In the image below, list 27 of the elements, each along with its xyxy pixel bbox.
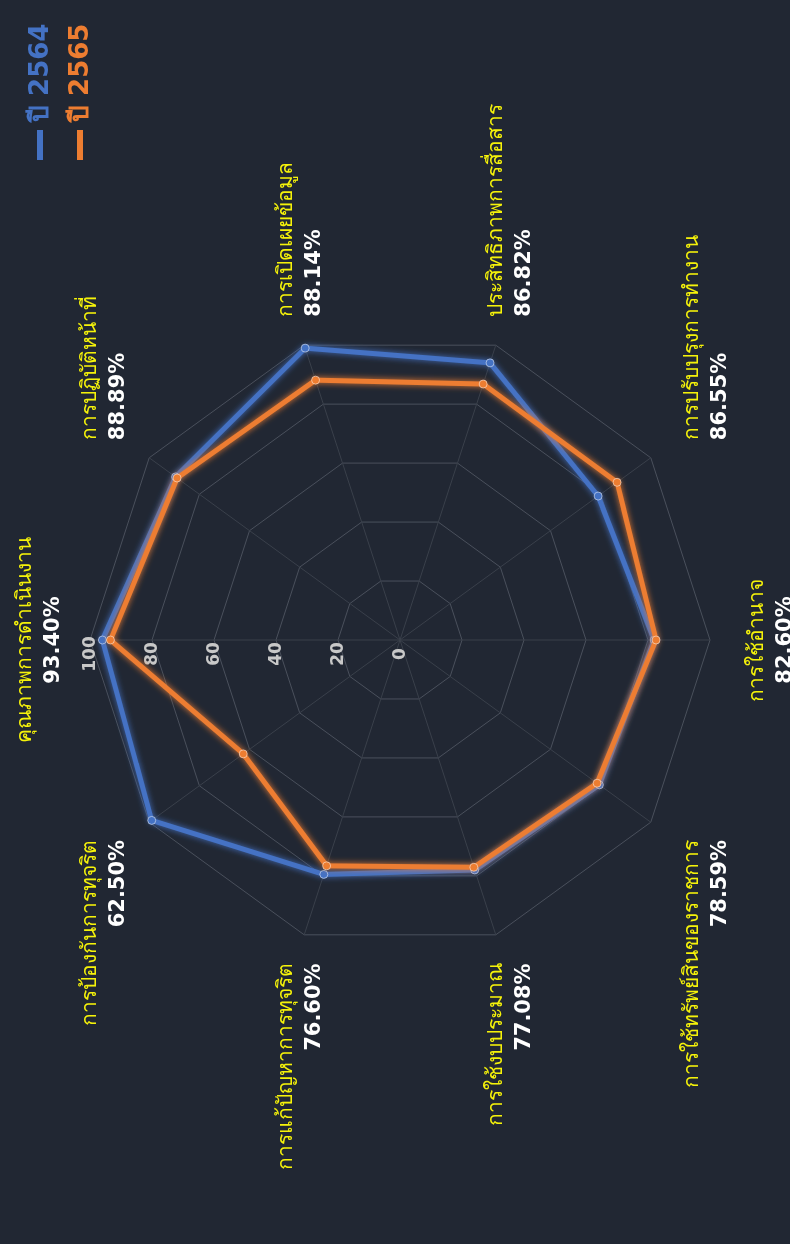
spoke-label: คุณภาพการดำเนินงาน [12, 537, 38, 743]
text: 88.89% [105, 352, 130, 441]
spoke-label: การป้องกันการทุจริต [77, 839, 103, 1026]
y-tick-label: 40 [265, 642, 285, 666]
spoke-label: การใช้ทรัพย์สินของราชการ [679, 839, 704, 1088]
text: 86.55% [707, 352, 732, 441]
text: 62.50% [105, 839, 130, 928]
y-tick-label: 100 [79, 636, 99, 672]
spoke-label: การใช้งบประมาณ [483, 963, 508, 1127]
spoke-label: การเปิดเผยข้อมูล [273, 161, 299, 317]
text: 86.82% [511, 229, 536, 317]
text: 77.08% [511, 963, 536, 1051]
text: 93.40% [40, 596, 65, 684]
text: ปี 2564 [23, 23, 54, 123]
text: 76.60% [301, 963, 326, 1051]
y-tick-label: 0 [389, 647, 409, 660]
text: ปี 2565 [63, 23, 94, 123]
y-tick-label: 80 [141, 642, 161, 666]
y-tick-label: 60 [203, 642, 223, 666]
spoke-label: ประสิทธิภาพการสื่อสาร [480, 103, 508, 317]
text: 88.14% [301, 229, 326, 317]
spoke-label: การปฏิบัติหน้าที่ [74, 296, 102, 441]
spoke-label: การแก้ปัญหาการทุจริต [273, 963, 299, 1171]
y-tick-label: 20 [327, 642, 347, 666]
spoke-label: การปรับปรุงการทำงาน [679, 235, 705, 441]
spoke-label: การใช้อำนาจ [744, 578, 769, 702]
text: 78.59% [707, 839, 732, 928]
